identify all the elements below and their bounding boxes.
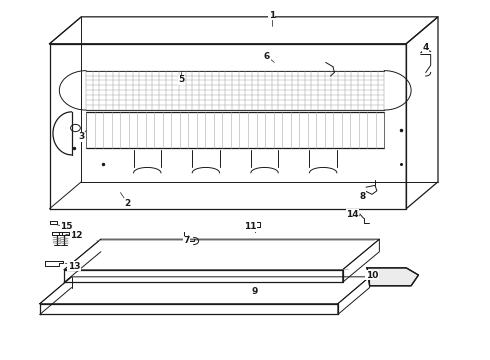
Text: 6: 6 <box>264 52 270 61</box>
Text: 8: 8 <box>359 192 366 201</box>
Text: 11: 11 <box>244 222 256 231</box>
Text: 2: 2 <box>124 199 131 208</box>
Text: 15: 15 <box>60 222 73 231</box>
Text: 13: 13 <box>68 262 80 271</box>
Text: 3: 3 <box>78 132 84 141</box>
Polygon shape <box>367 268 418 286</box>
Text: 5: 5 <box>178 75 185 84</box>
Text: 12: 12 <box>70 231 83 240</box>
Text: 10: 10 <box>366 270 378 279</box>
Text: 4: 4 <box>422 43 429 52</box>
Text: 9: 9 <box>251 287 258 296</box>
Text: 1: 1 <box>269 10 275 19</box>
Text: 7: 7 <box>183 237 190 246</box>
Text: 14: 14 <box>346 210 359 219</box>
